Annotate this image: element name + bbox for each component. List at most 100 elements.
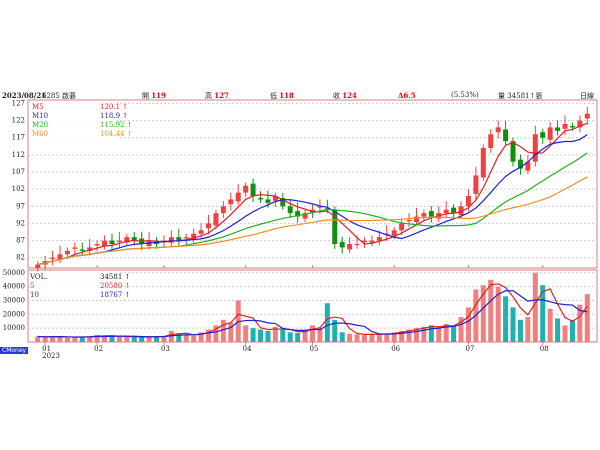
volume-bar (35, 336, 41, 342)
price-tick: 92 (16, 219, 25, 227)
candle (406, 220, 412, 222)
candle (94, 244, 100, 246)
change: Δ6.5 (398, 91, 416, 100)
candle (228, 199, 234, 205)
candle (577, 120, 583, 128)
period-button[interactable]: 日線 (580, 92, 594, 100)
candle (79, 249, 85, 251)
candle (332, 209, 338, 244)
volume-bar (280, 329, 286, 342)
volume-bar (324, 303, 330, 342)
volume-bar (406, 329, 412, 342)
month-label: 06 (391, 345, 400, 353)
legend-value: 120.1 ↑ (100, 103, 128, 111)
volume-bar (206, 329, 212, 342)
high-value: 127 (214, 91, 229, 100)
volume-bar (79, 336, 85, 342)
legend-name: M10 (32, 112, 48, 120)
volume-bar (436, 328, 442, 342)
legend-name: M60 (32, 130, 48, 138)
candle (361, 240, 367, 242)
candle (72, 247, 78, 249)
volume-bar (584, 294, 590, 342)
volume-bar (258, 329, 264, 342)
volume-bar (532, 272, 538, 342)
candle (183, 237, 189, 239)
candle (109, 240, 115, 244)
volume-bar (354, 334, 360, 342)
volume-bar (272, 326, 278, 342)
candle (555, 127, 561, 131)
candle (131, 237, 137, 241)
candle (35, 264, 41, 268)
vol-legend-name: 10 (30, 291, 39, 299)
candle (50, 257, 56, 260)
candle (176, 237, 182, 241)
candle (87, 247, 93, 251)
close-value: 124 (342, 91, 357, 100)
volume-bar (458, 317, 464, 342)
candle (191, 233, 197, 240)
low-value: 118 (279, 91, 294, 100)
vol-legend-value: 34581 ↑ (100, 273, 130, 281)
date: 2023/08/21 (2, 91, 47, 100)
volume-bar (421, 326, 427, 342)
candle (280, 198, 286, 207)
volume-bar (428, 325, 434, 342)
candle (258, 198, 264, 200)
price-tick: 112 (12, 151, 25, 159)
price-tick: 102 (12, 185, 25, 193)
candle (272, 196, 278, 201)
legend-box (29, 102, 117, 140)
candle (399, 223, 405, 231)
volume-bar (399, 330, 405, 342)
vol-legend-value: 18767 ↑ (100, 291, 130, 299)
legend-value: 115.92 ↑ (100, 121, 133, 129)
volume-bar (562, 325, 568, 342)
volume-bar (94, 335, 100, 342)
month-label: 05 (310, 345, 319, 353)
volume-tick: 10000 (3, 324, 25, 332)
volume-bar (146, 336, 152, 342)
price-tick: 87 (16, 237, 25, 245)
volume-bar (547, 308, 553, 342)
candle (265, 199, 271, 203)
volume-bar (250, 328, 256, 342)
volume-bar (569, 319, 575, 342)
volume-bar (413, 328, 419, 342)
candle (584, 113, 590, 119)
vol-ma-line (37, 290, 588, 338)
volume-bar (64, 337, 70, 342)
candle (428, 211, 434, 217)
candle (213, 213, 219, 226)
volume-bar (369, 333, 375, 342)
month-label: 04 (243, 345, 252, 353)
candle (235, 192, 241, 202)
candle (495, 127, 501, 133)
volume-bar (42, 337, 48, 342)
volume-bar (154, 336, 160, 342)
candle (102, 240, 108, 247)
candle (220, 206, 226, 214)
legend-name: M5 (32, 103, 44, 111)
close-label: 收 (333, 92, 340, 100)
open-value: 119 (151, 91, 166, 100)
price-tick: 82 (16, 254, 25, 262)
candle (57, 254, 63, 260)
ma-line-5 (37, 122, 588, 266)
stock-name: 6285 啟碁 (42, 92, 77, 100)
vol-legend-name: 5 (30, 282, 34, 290)
candle (354, 244, 360, 245)
volume-bar (102, 335, 108, 342)
month-label: 03 (161, 345, 170, 353)
volume-bar (488, 279, 494, 342)
volume-bar (339, 332, 345, 342)
month-label: 08 (540, 345, 549, 353)
volume-bar (555, 318, 561, 342)
candle (317, 206, 323, 208)
volume-bar (168, 330, 174, 342)
candle (517, 159, 523, 169)
volume-bar (510, 307, 516, 342)
month-label: 07 (465, 345, 474, 353)
volume-bar (295, 333, 301, 342)
